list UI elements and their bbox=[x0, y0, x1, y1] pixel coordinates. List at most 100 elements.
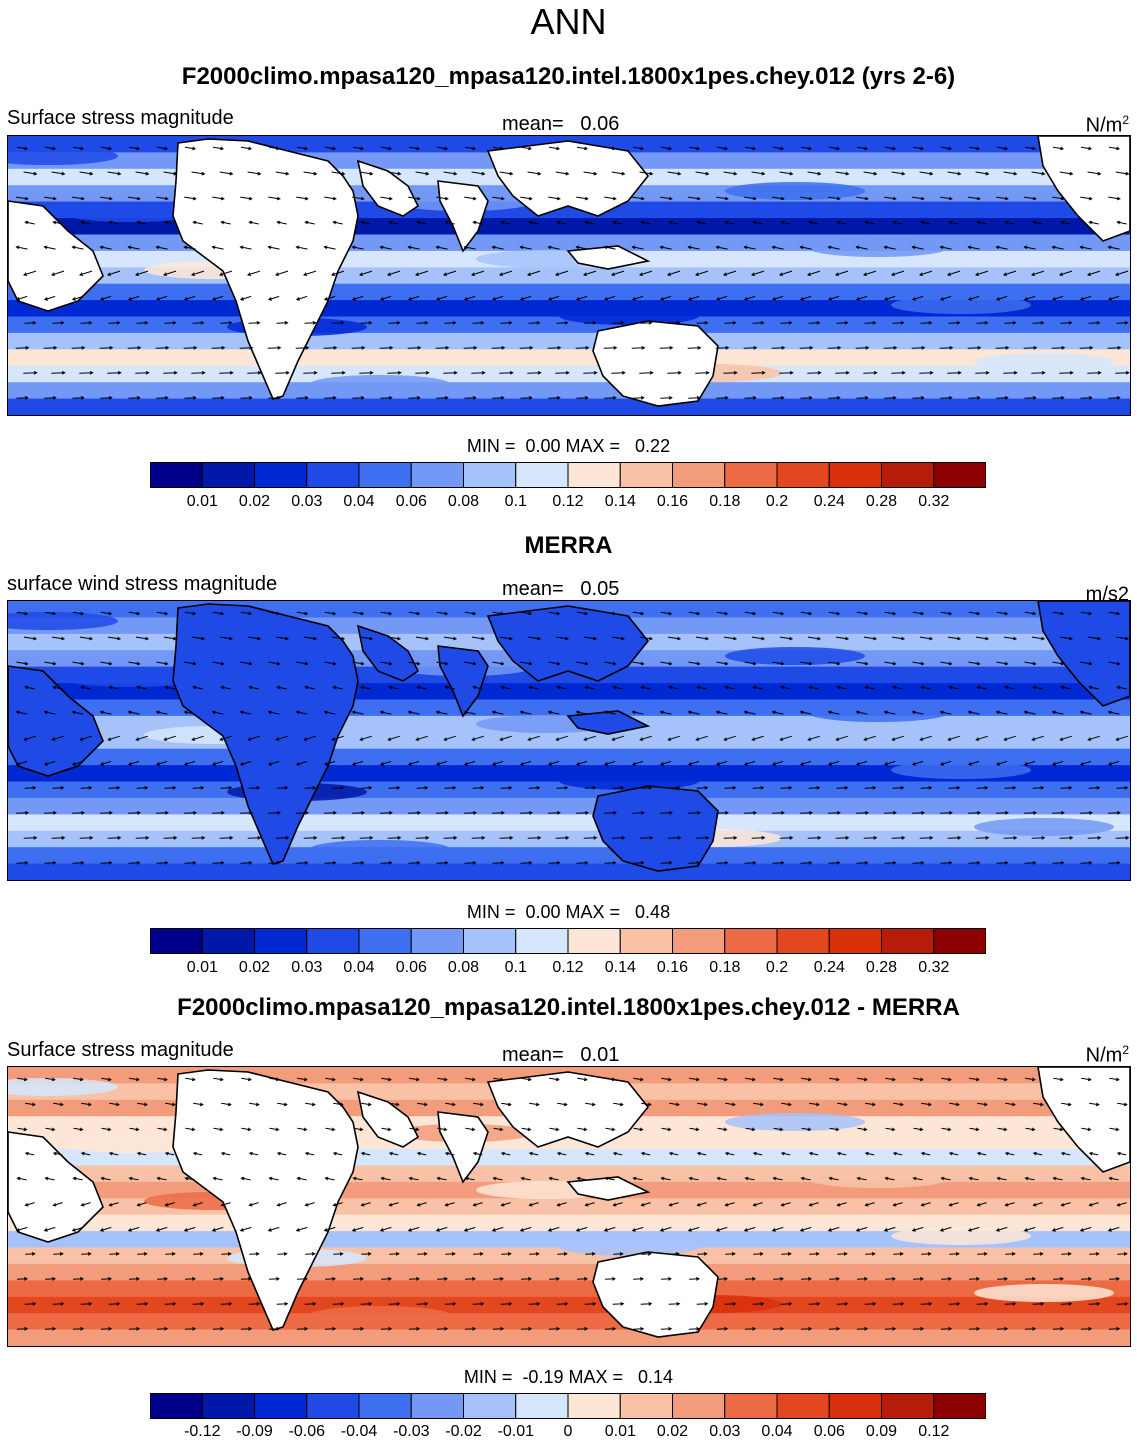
wind-arrow bbox=[277, 1202, 287, 1206]
land-africa bbox=[172, 1069, 359, 1331]
land-seasia_isl bbox=[566, 245, 651, 270]
wind-arrow bbox=[1004, 322, 1016, 324]
wind-arrow bbox=[724, 322, 736, 324]
wind-arrow bbox=[100, 711, 112, 715]
wind-arrow-head bbox=[155, 1228, 160, 1232]
wind-arrow-head bbox=[893, 345, 898, 350]
wind-arrow-head bbox=[163, 272, 168, 276]
wind-arrow bbox=[213, 1077, 223, 1081]
wind-arrow bbox=[324, 862, 336, 864]
wind-arrow bbox=[465, 1177, 475, 1181]
wind-arrow-head bbox=[341, 636, 346, 641]
wind-arrow bbox=[100, 1328, 112, 1330]
wind-arrow bbox=[1089, 1152, 1099, 1156]
wind-arrow bbox=[725, 1102, 735, 1106]
wind-arrow bbox=[1004, 787, 1016, 789]
wind-arrow-head bbox=[1013, 370, 1018, 375]
wind-arrow bbox=[744, 812, 756, 814]
wind-arrow-head bbox=[536, 1301, 541, 1306]
wind-arrow bbox=[977, 1202, 987, 1206]
wind-arrow-head bbox=[89, 171, 94, 176]
wind-arrow bbox=[408, 760, 420, 766]
colorbar-swatch bbox=[828, 1393, 882, 1419]
wind-arrow-head bbox=[780, 220, 785, 225]
wind-arrow bbox=[353, 1077, 363, 1081]
wind-arrow-head bbox=[171, 1102, 176, 1107]
wind-arrow bbox=[408, 196, 420, 200]
wind-arrow bbox=[548, 711, 560, 715]
zonal-band bbox=[8, 349, 1130, 367]
wind-arrow bbox=[473, 1202, 483, 1206]
wind-arrow bbox=[668, 787, 680, 789]
wind-arrow bbox=[912, 760, 924, 766]
wind-arrow bbox=[464, 812, 476, 814]
wind-arrow bbox=[940, 397, 952, 399]
wind-arrow bbox=[53, 1202, 63, 1206]
wind-arrow-head bbox=[416, 1151, 421, 1156]
wind-arrow bbox=[136, 322, 148, 324]
wind-arrow-head bbox=[593, 835, 598, 840]
wind-arrow bbox=[996, 812, 1008, 814]
wind-arrow-head bbox=[556, 196, 561, 201]
wind-arrow-head bbox=[555, 1127, 560, 1132]
wind-arrow-head bbox=[919, 272, 924, 276]
wind-arrow bbox=[128, 812, 140, 814]
wind-arrow-head bbox=[23, 272, 28, 276]
wind-arrow-head bbox=[52, 611, 57, 616]
wind-arrow bbox=[239, 347, 253, 349]
wind-arrow-head bbox=[116, 1301, 121, 1306]
wind-arrow bbox=[388, 735, 400, 741]
wind-arrow-head bbox=[499, 737, 504, 741]
colorbar-swatch bbox=[254, 462, 308, 488]
wind-arrow-head bbox=[473, 345, 478, 350]
wind-arrow bbox=[604, 1328, 616, 1330]
wind-arrow-head bbox=[24, 611, 29, 616]
wind-arrow-head bbox=[667, 737, 672, 741]
wind-arrow bbox=[463, 347, 477, 349]
wind-arrow-head bbox=[995, 297, 1000, 301]
wind-arrow-head bbox=[787, 1252, 792, 1256]
wind-arrow-head bbox=[435, 245, 440, 250]
wind-arrow bbox=[408, 812, 420, 814]
wind-arrow-head bbox=[508, 785, 513, 790]
wind-arrow bbox=[555, 372, 569, 374]
wind-arrow-head bbox=[387, 737, 392, 741]
wind-arrow bbox=[1025, 1077, 1035, 1081]
wind-arrow-head bbox=[276, 146, 280, 151]
wind-arrow-head bbox=[864, 196, 869, 201]
wind-arrow bbox=[135, 837, 149, 839]
wind-arrow-head bbox=[780, 860, 785, 865]
wind-arrow-head bbox=[583, 1127, 588, 1132]
panel-2-map bbox=[7, 600, 1131, 881]
panel-2-colorbar bbox=[149, 928, 987, 954]
wind-arrow-head bbox=[1088, 196, 1093, 201]
wind-arrow-head bbox=[145, 835, 150, 840]
panel-1-minmax: MIN = 0.00 MAX = 0.22 bbox=[466, 436, 671, 456]
wind-arrow bbox=[968, 862, 980, 864]
wind-arrow-head bbox=[864, 860, 869, 865]
wind-arrow bbox=[585, 1202, 595, 1206]
wind-arrow bbox=[193, 221, 203, 225]
wind-arrow-head bbox=[612, 1202, 617, 1207]
wind-arrow bbox=[977, 221, 987, 225]
wind-arrow-head bbox=[499, 1077, 504, 1082]
wind-arrow-head bbox=[52, 146, 56, 151]
wind-arrow-head bbox=[435, 1228, 440, 1232]
wind-arrow bbox=[865, 221, 875, 225]
wind-arrow-head bbox=[1097, 171, 1102, 176]
wind-arrow bbox=[1088, 735, 1100, 741]
wind-arrow-head bbox=[44, 1176, 49, 1181]
wind-arrow-head bbox=[1088, 611, 1093, 616]
wind-arrow bbox=[855, 347, 869, 349]
wind-arrow-head bbox=[759, 1252, 764, 1256]
zonal-band bbox=[8, 1280, 1130, 1298]
wind-arrow bbox=[529, 686, 539, 690]
wind-arrow-head bbox=[780, 1151, 785, 1156]
wind-arrow bbox=[547, 347, 561, 349]
wind-arrow bbox=[863, 372, 877, 374]
wind-arrow-head bbox=[547, 1228, 552, 1232]
wind-arrow-head bbox=[780, 611, 785, 616]
wind-arrow bbox=[191, 372, 205, 374]
wind-arrow bbox=[549, 1177, 559, 1181]
wind-arrow bbox=[1051, 347, 1065, 349]
